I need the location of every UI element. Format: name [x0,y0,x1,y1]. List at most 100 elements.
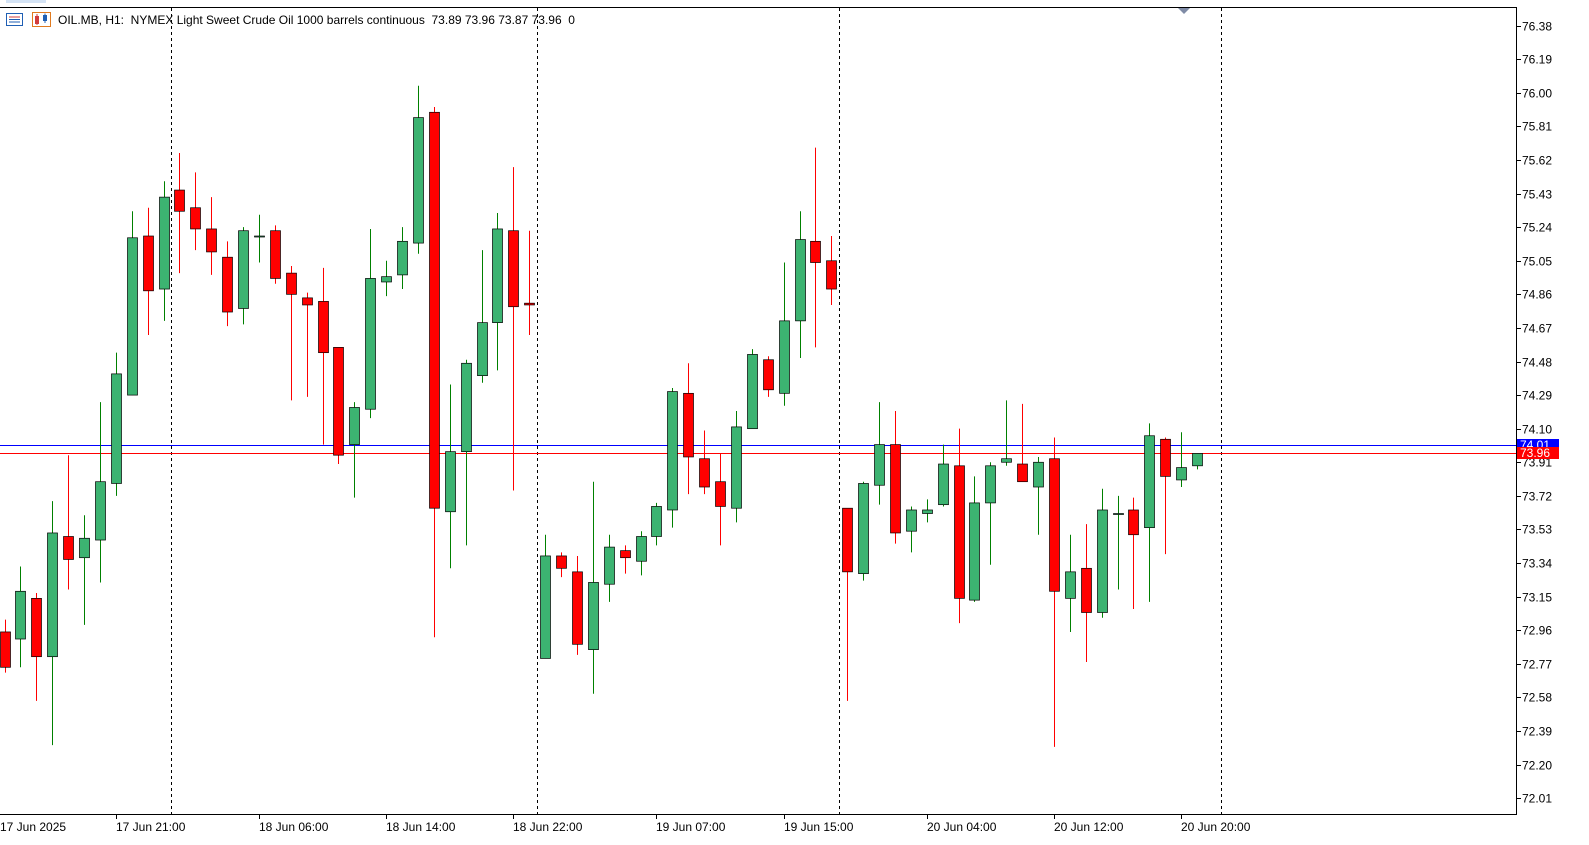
candle [492,213,503,371]
price-lines [0,445,1516,454]
candle [31,593,42,701]
candle [63,455,74,590]
candle [206,197,217,275]
candle-body [286,272,297,295]
candle-body [254,235,265,238]
candle-body [95,481,106,541]
candle [174,152,185,274]
candle [349,402,360,498]
y-tick-label: 73.72 [1522,490,1552,504]
candle [540,534,551,659]
candle [620,545,631,574]
candle-body [111,373,122,484]
candle-body [890,444,901,534]
candle [524,230,535,335]
y-tick-label: 72.39 [1522,725,1552,739]
chart-type-icon[interactable] [32,12,51,27]
candle [508,167,519,491]
candle-body [763,359,774,391]
candle-body [1065,571,1076,599]
candle-body [1017,463,1028,483]
chart-frame [0,0,1517,815]
candle-body [492,228,503,323]
candle-body [969,502,980,601]
candle [1065,534,1076,632]
candle-body [413,117,424,244]
candle-body [1081,567,1092,613]
candle [556,552,567,578]
candle-body [906,509,917,532]
candle-body [397,240,408,276]
candle [795,211,806,358]
x-tick-label: 18 Jun 06:00 [259,820,329,834]
candle [1160,437,1171,555]
candle-body [651,506,662,537]
bid-price-tag-label: 73.96 [1520,446,1550,460]
candle [588,481,599,694]
candle-body [508,230,519,308]
candle-body [1033,461,1044,488]
bid-price-tag [1517,447,1559,459]
y-tick-label: 74.48 [1522,356,1552,370]
candle [1192,453,1203,470]
candle [127,211,138,396]
candle-body [47,532,58,658]
candle-body [477,322,488,376]
candle-body [1049,458,1060,592]
candle [699,430,710,495]
candle [636,531,647,576]
scroll-marker-icon[interactable] [1178,8,1190,14]
candle [763,356,774,397]
candle-body [238,230,249,309]
candle-body [667,391,678,511]
candle [445,384,456,569]
candle [1128,497,1139,609]
y-tick-label: 76.19 [1522,53,1552,67]
candle-body [1160,438,1171,477]
time-axis: 17 Jun 2025 17 Jun 21:00 18 Jun 06:00 18 Ju… [0,814,1251,834]
y-tick-label: 72.01 [1522,792,1552,806]
candle-body [604,546,615,585]
candle [826,236,837,305]
candle-body [810,240,821,263]
candle [938,444,949,507]
candle-body [922,509,933,514]
candle-body [1192,453,1203,467]
candle [111,352,122,496]
candle-body [1001,458,1012,463]
chart-header: OIL.MB, H1: NYMEX Light Sweet Crude Oil … [6,12,575,27]
candle [95,402,106,583]
candle-body [826,260,837,290]
candle [318,267,329,445]
chart-title: OIL.MB, H1: NYMEX Light Sweet Crude Oil … [58,13,575,27]
candle-body [302,297,313,306]
candle-body [333,347,344,456]
candle [715,453,726,546]
candle [477,250,488,383]
candle-body [0,631,11,668]
y-tick-label: 73.53 [1522,523,1552,537]
x-tick-label: 19 Jun 15:00 [784,820,854,834]
y-tick-label: 74.10 [1522,423,1552,437]
candle-body [63,536,74,560]
candle [747,349,758,430]
x-tick-label: 20 Jun 04:00 [927,820,997,834]
candle [1017,403,1028,483]
candle [858,481,869,581]
candle-body [1128,509,1139,536]
candle [1097,488,1108,618]
x-tick-label: 17 Jun 21:00 [116,820,186,834]
y-tick-label: 73.34 [1522,557,1552,571]
y-tick-label: 73.15 [1522,591,1552,605]
candle-body [31,598,42,658]
candle [1049,437,1060,747]
candle-body [572,571,583,645]
chart-menu-icon[interactable] [6,13,23,26]
candle [47,501,58,746]
candle-body [938,463,949,506]
candle-body [365,278,376,410]
x-tick-label: 18 Jun 14:00 [386,820,456,834]
candle [1144,423,1155,602]
